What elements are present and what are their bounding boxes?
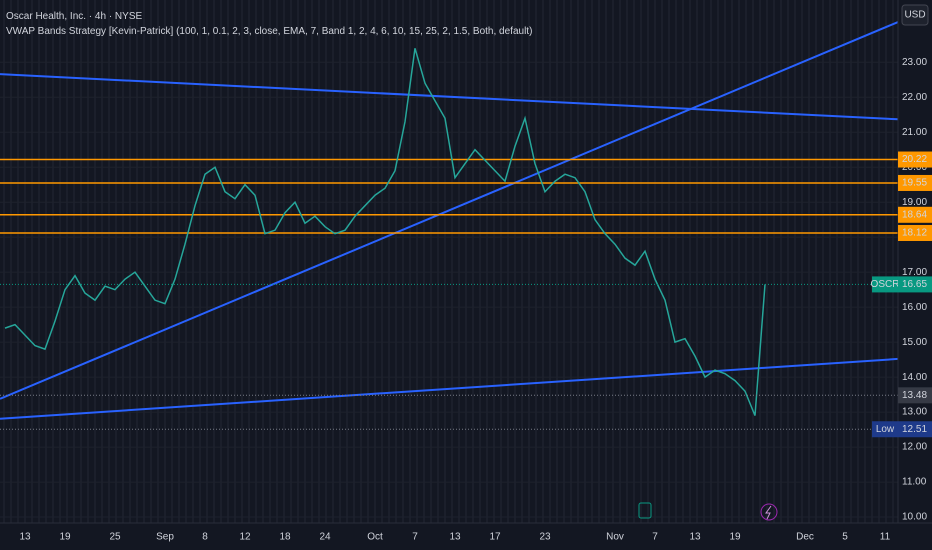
- x-tick-label: Oct: [367, 532, 383, 543]
- x-tick-label: 13: [449, 532, 461, 543]
- y-tick-label: 19.00: [902, 197, 927, 208]
- x-tick-label: 23: [539, 532, 551, 543]
- last-name-tag: [872, 276, 898, 293]
- currency-label[interactable]: USD: [904, 10, 925, 21]
- level-tag-label: 19.55: [902, 178, 927, 189]
- x-tick-label: 12: [239, 532, 251, 543]
- indicator-title: VWAP Bands Strategy [Kevin-Patrick] (100…: [6, 26, 532, 37]
- low-name-tag: [872, 421, 898, 438]
- y-tick-label: 12.00: [902, 442, 927, 453]
- y-tick-label: 23.00: [902, 57, 927, 68]
- trend-line: [0, 357, 899, 420]
- y-tick-label: 13.00: [902, 407, 927, 418]
- trend-line: [0, 73, 899, 121]
- x-tick-label: 7: [412, 532, 418, 543]
- y-tick-label: 16.00: [902, 302, 927, 313]
- level-tag: [898, 206, 932, 223]
- x-tick-label: 18: [279, 532, 291, 543]
- x-tick-label: 8: [202, 532, 208, 543]
- level-tag-label: 18.12: [902, 228, 927, 239]
- x-tick-label: 13: [689, 532, 701, 543]
- chart-title: Oscar Health, Inc. · 4h · NYSE: [6, 11, 142, 22]
- dividend-icon: [760, 503, 778, 521]
- level-tag-label: 18.64: [902, 209, 927, 220]
- plot-area: [0, 21, 899, 518]
- y-tick-label: 21.00: [902, 127, 927, 138]
- level-tag: [898, 174, 932, 191]
- low-name-label: Low: [876, 424, 895, 435]
- x-tick-label: 13: [19, 532, 31, 543]
- mark-price-tag-label: 13.48: [902, 390, 927, 401]
- x-tick-label: 11: [880, 532, 891, 543]
- y-tick-label: 11.00: [902, 477, 927, 488]
- x-tick-label: 24: [319, 532, 331, 543]
- x-tick-label: Nov: [606, 532, 624, 543]
- level-tag: [898, 151, 932, 168]
- x-tick-label: Sep: [156, 532, 174, 543]
- y-tick-label: 10.00: [902, 512, 927, 523]
- low-tag-label: 12.51: [902, 424, 927, 435]
- x-tick-label: 19: [729, 532, 741, 543]
- y-tick-label: 22.00: [902, 92, 927, 103]
- low-tag: [898, 421, 932, 438]
- session-stripes: [3, 0, 894, 523]
- y-tick-label: 15.00: [902, 337, 927, 348]
- trend-line: [0, 21, 899, 400]
- last-tag: [898, 276, 932, 293]
- x-tick-label: 17: [489, 532, 501, 543]
- x-tick-label: 7: [652, 532, 658, 543]
- mark-price-tag: [898, 387, 932, 404]
- level-tag-label: 20.22: [902, 154, 927, 165]
- x-tick-label: 19: [59, 532, 71, 543]
- y-tick-label: 17.00: [902, 267, 927, 278]
- price-line: [4, 48, 766, 416]
- last-tag-label: 16.65: [902, 279, 927, 290]
- y-tick-label: 14.00: [902, 372, 927, 383]
- x-tick-label: Dec: [796, 532, 814, 543]
- level-tag: [898, 224, 932, 241]
- currency-button[interactable]: [901, 4, 929, 26]
- x-tick-label: 5: [842, 532, 848, 543]
- last-name-label: OSCR: [871, 279, 900, 290]
- earnings-icon: [638, 502, 652, 519]
- x-tick-label: 25: [109, 532, 121, 543]
